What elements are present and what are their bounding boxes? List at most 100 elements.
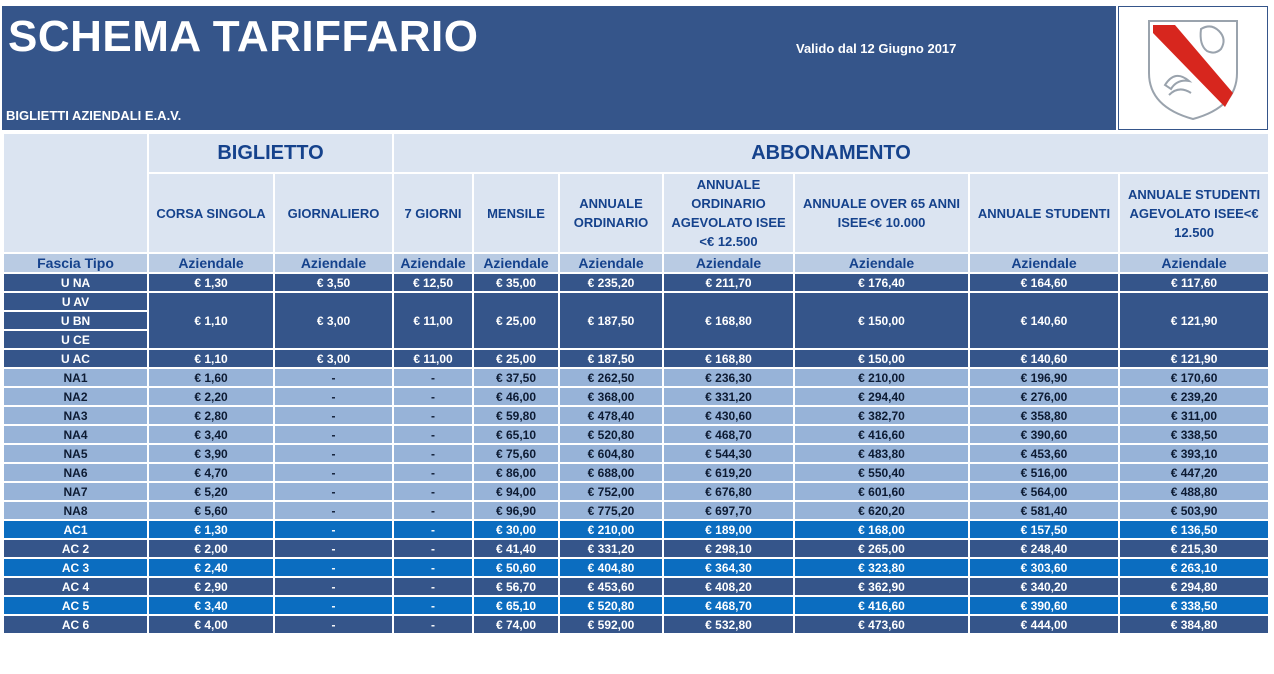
price-cell: € 235,20 xyxy=(558,272,664,293)
price-cell: € 384,80 xyxy=(1117,614,1271,635)
tariff-table: BIGLIETTO ABBONAMENTO CORSA SINGOLA GIOR… xyxy=(2,132,1271,635)
fascia-cell: AC 2 xyxy=(2,538,149,559)
price-cell: € 447,20 xyxy=(1117,462,1271,483)
fascia-cell: AC 6 xyxy=(2,614,149,635)
price-cell: € 416,60 xyxy=(793,595,970,616)
price-cell: € 488,80 xyxy=(1117,481,1271,502)
tariff-sheet: SCHEMA TARIFFARIO Valido dal 12 Giugno 2… xyxy=(2,6,1271,662)
price-cell: - xyxy=(392,367,474,388)
price-cell: - xyxy=(392,443,474,464)
price-cell: - xyxy=(273,462,394,483)
price-cell: € 263,10 xyxy=(1117,557,1271,578)
table-row: AC 4 € 2,90- - € 56,70 € 453,60 € 408,20 € 362… xyxy=(2,576,1271,597)
price-cell: € 50,60 xyxy=(472,557,560,578)
price-cell: € 236,30 xyxy=(662,367,795,388)
price-cell: - xyxy=(273,481,394,502)
table-row: U BN xyxy=(2,310,1269,331)
table-row: NA7 € 5,20- - € 94,00 € 752,00 € 676,80 € 601,… xyxy=(2,481,1271,502)
price-cell: € 59,80 xyxy=(472,405,560,426)
price-cell: € 239,20 xyxy=(1117,386,1271,407)
table-row: U NA € 1,30 € 3,50 € 12,50 € 35,00 € 235,20 € … xyxy=(2,272,1271,293)
group-biglietto: BIGLIETTO xyxy=(147,132,394,174)
table-row: NA6 € 4,70- - € 86,00 € 688,00 € 619,20 € 550,… xyxy=(2,462,1271,483)
campania-region-emblem-icon xyxy=(1148,20,1238,121)
price-cell: - xyxy=(392,405,474,426)
price-cell: € 30,00 xyxy=(472,519,560,540)
price-cell: - xyxy=(273,367,394,388)
price-cell: - xyxy=(273,538,394,559)
fascia-cell: NA3 xyxy=(2,405,149,426)
price-cell: € 601,60 xyxy=(793,481,970,502)
price-cell: € 1,10 xyxy=(147,348,275,369)
table-row: U CE xyxy=(2,329,1269,350)
price-cell: € 35,00 xyxy=(472,272,560,293)
fascia-cell: NA1 xyxy=(2,367,149,388)
price-cell: € 121,90 xyxy=(1117,348,1271,369)
table-row: NA8 € 5,60- - € 96,90 € 775,20 € 697,70 € 620,… xyxy=(2,500,1271,521)
price-cell: € 3,40 xyxy=(147,595,275,616)
price-cell: € 65,10 xyxy=(472,595,560,616)
price-cell: € 210,00 xyxy=(793,367,970,388)
price-cell: € 276,00 xyxy=(968,386,1120,407)
price-cell: € 323,80 xyxy=(793,557,970,578)
price-cell: € 136,50 xyxy=(1117,519,1271,540)
validity-date: Valido dal 12 Giugno 2017 xyxy=(796,41,957,56)
price-cell: € 187,50 xyxy=(558,291,664,350)
price-cell: € 140,60 xyxy=(968,291,1120,350)
price-cell: € 168,00 xyxy=(793,519,970,540)
price-cell: € 697,70 xyxy=(662,500,795,521)
column-header: ANNUALE OVER 65 ANNI ISEE<€ 10.000 xyxy=(793,172,970,254)
group-abbonamento: ABBONAMENTO xyxy=(391,132,1271,174)
price-cell: € 544,30 xyxy=(662,443,795,464)
price-cell: € 468,70 xyxy=(662,424,795,445)
column-header: MENSILE xyxy=(472,172,560,254)
table-row: AC1 € 1,30- - € 30,00 € 210,00 € 189,00 € 168,… xyxy=(2,519,1271,540)
price-cell: € 5,60 xyxy=(147,500,275,521)
price-cell: € 4,70 xyxy=(147,462,275,483)
price-cell: € 468,70 xyxy=(662,595,795,616)
price-cell: € 311,00 xyxy=(1117,405,1271,426)
price-cell: € 46,00 xyxy=(472,386,560,407)
price-cell: € 550,40 xyxy=(793,462,970,483)
price-cell: € 676,80 xyxy=(662,481,795,502)
table-row: NA3 € 2,80- - € 59,80 € 478,40 € 430,60 € 382,… xyxy=(2,405,1271,426)
price-cell: € 168,80 xyxy=(662,291,795,350)
price-cell: € 3,00 xyxy=(273,348,394,369)
column-header: ANNUALE ORDINARIO xyxy=(558,172,664,254)
price-cell: € 25,00 xyxy=(472,291,560,350)
price-cell: - xyxy=(273,519,394,540)
price-cell: € 170,60 xyxy=(1117,367,1271,388)
price-cell: € 2,00 xyxy=(147,538,275,559)
table-row: U AV € 1,10 € 3,00 € 11,00 € 25,00 € 187,50 € … xyxy=(2,291,1271,350)
price-cell: € 532,80 xyxy=(662,614,795,635)
fascia-cell: NA5 xyxy=(2,443,149,464)
sublabel: Aziendale xyxy=(273,252,394,274)
price-cell: - xyxy=(392,557,474,578)
price-cell: € 94,00 xyxy=(472,481,560,502)
price-cell: - xyxy=(392,462,474,483)
fascia-cell: U NA xyxy=(2,272,149,293)
price-cell: € 189,00 xyxy=(662,519,795,540)
sublabel: Aziendale xyxy=(793,252,970,274)
price-cell: € 11,00 xyxy=(392,348,474,369)
header-banner: SCHEMA TARIFFARIO Valido dal 12 Giugno 2… xyxy=(2,6,1116,130)
price-cell: € 74,00 xyxy=(472,614,560,635)
price-cell: € 56,70 xyxy=(472,576,560,597)
price-cell: - xyxy=(392,576,474,597)
column-header: 7 GIORNI xyxy=(392,172,474,254)
logo xyxy=(1118,6,1268,130)
price-cell: € 3,90 xyxy=(147,443,275,464)
price-cell: € 2,90 xyxy=(147,576,275,597)
price-cell: - xyxy=(273,557,394,578)
table-row: AC 2 € 2,00- - € 41,40 € 331,20 € 298,10 € 265… xyxy=(2,538,1271,559)
price-cell: € 65,10 xyxy=(472,424,560,445)
price-cell: € 248,40 xyxy=(968,538,1120,559)
fascia-cell: U CE xyxy=(2,329,149,350)
price-cell: - xyxy=(273,614,394,635)
price-cell: - xyxy=(392,386,474,407)
price-cell: € 75,60 xyxy=(472,443,560,464)
price-cell: € 25,00 xyxy=(472,348,560,369)
price-cell: € 331,20 xyxy=(558,538,664,559)
fascia-cell: U AV xyxy=(2,291,149,312)
sublabel: Aziendale xyxy=(147,252,275,274)
